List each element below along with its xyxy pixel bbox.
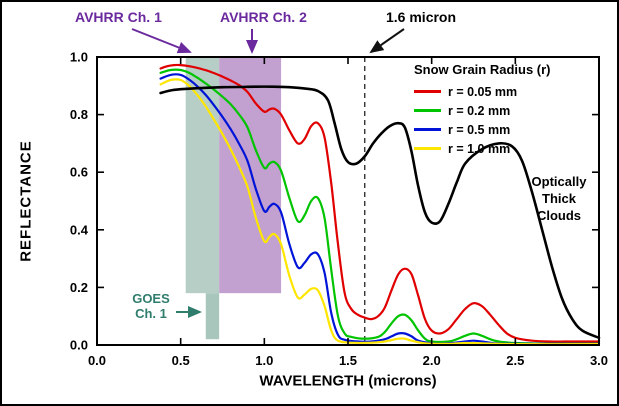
band-avhrr-ch2 [219,57,282,294]
x-tick-label: 0.0 [88,353,106,368]
clouds-label-line2: Thick [542,191,576,206]
y-tick-label: 0.4 [70,222,89,237]
legend-item-r-0.5-mm: r = 0.5 mm [414,120,551,139]
curve-r-0.2-mm [159,68,601,345]
goes-label-line2: Ch. 1 [135,306,167,321]
x-tick-label: 1.5 [339,353,357,368]
y-tick-label: 0.8 [70,107,88,122]
band-goes-ch1-narrow [205,293,220,340]
curve-r-0.05-mm [159,63,601,343]
legend-line-swatch [414,147,441,150]
label-goes-ch1: GOES Ch. 1 [126,291,176,321]
legend-line-swatch [414,90,441,93]
label-avhrr-ch2: AVHRR Ch. 2 [220,9,307,25]
legend-item-r-1.0-mm: r = 1.0 mm [414,139,551,158]
x-tick-label: 0.5 [172,353,190,368]
legend-title: Snow Grain Radius (r) [414,62,551,77]
legend-item-label: r = 1.0 mm [448,141,511,156]
y-tick-label: 0.6 [70,165,88,180]
clouds-label-line3: Clouds [536,208,582,223]
legend-item-r-0.05-mm: r = 0.05 mm [414,82,551,101]
legend-item-label: r = 0.5 mm [448,122,511,137]
curve-r-1.0-mm [159,78,601,346]
legend-item-label: r = 0.05 mm [448,84,518,99]
legend-item-r-0.2-mm: r = 0.2 mm [414,101,551,120]
goes-label-line1: GOES [132,291,170,306]
legend-item-label: r = 0.2 mm [448,103,511,118]
y-tick-label: 1.0 [70,50,88,65]
x-tick-label: 1.0 [255,353,273,368]
legend-line-swatch [414,109,441,112]
curve-optically-thick-clouds [159,85,601,340]
legend: Snow Grain Radius (r) r = 0.05 mm r = 0.2… [414,62,551,158]
legend-rows: r = 0.05 mm r = 0.2 mm r = 0.5 mm r = 1.0 m… [414,82,551,158]
y-axis-title: REFLECTANCE [17,140,35,262]
y-tick-label: 0.0 [70,338,88,353]
x-tick-label: 2.0 [423,353,441,368]
legend-line-swatch [414,128,441,131]
x-axis-title: WAVELENGTH (microns) [259,372,437,390]
label-1-6-micron: 1.6 micron [386,9,457,25]
x-tick-label: 3.0 [590,353,608,368]
clouds-label-line1: Optically [531,174,587,189]
band-goes-ch1-wide [185,57,220,294]
x-tick-label: 2.5 [506,353,524,368]
label-avhrr-ch1: AVHRR Ch. 1 [75,9,162,25]
y-tick-label: 0.2 [70,280,88,295]
label-optically-thick-clouds: Optically Thick Clouds [526,173,592,224]
